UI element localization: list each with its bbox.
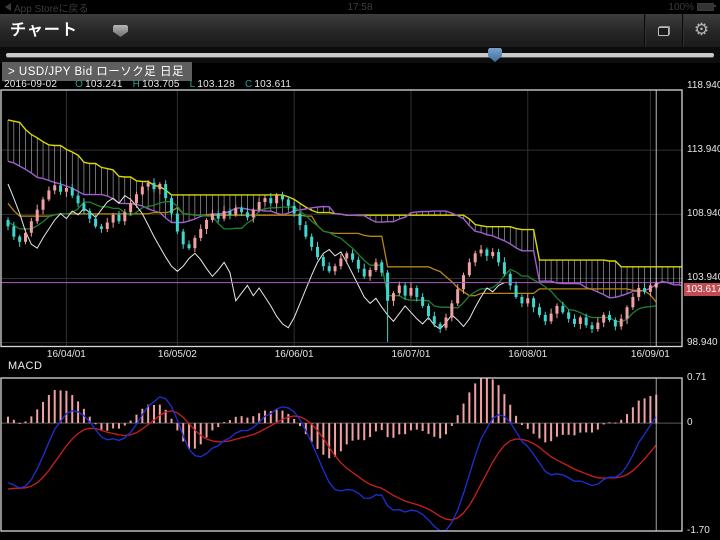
battery-percent: 100% — [668, 2, 694, 13]
date-axis-label: 16/04/01 — [36, 349, 96, 360]
macd-axis-label: 0 — [687, 417, 693, 428]
battery-indicator: 100% — [668, 2, 720, 13]
date-axis-label: 16/06/01 — [264, 349, 324, 360]
macd-axis-label: 0.71 — [687, 372, 706, 383]
date-axis-label: 16/08/01 — [498, 349, 558, 360]
price-axis-label: 113.940 — [687, 144, 720, 155]
price-chart-canvas[interactable] — [0, 0, 720, 540]
price-axis-label: 108.940 — [687, 208, 720, 219]
price-axis-label: 103.940 — [687, 272, 720, 283]
date-axis-label: 16/09/01 — [620, 349, 680, 360]
battery-icon — [697, 3, 714, 11]
price-axis-label: 98.940 — [687, 337, 718, 348]
chart-region: 118.940 113.940 108.940 103.940 98.940 16/04/… — [0, 0, 720, 540]
date-axis-label: 16/05/02 — [147, 349, 207, 360]
chart-app-window: App Storeに戻る 17:58 100% チャート ⚙ > USD/JPY… — [0, 0, 720, 540]
date-axis-label: 16/07/01 — [381, 349, 441, 360]
macd-axis-label: -1.70 — [687, 525, 710, 536]
macd-panel-title: MACD — [8, 360, 42, 372]
price-axis-label: 118.940 — [687, 80, 720, 91]
last-price-badge: 103.617 — [684, 283, 720, 296]
